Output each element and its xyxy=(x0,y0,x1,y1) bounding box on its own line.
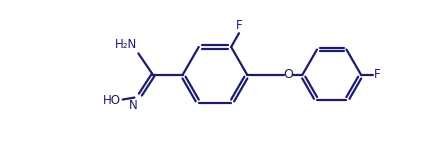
Text: H₂N: H₂N xyxy=(115,38,137,51)
Text: F: F xyxy=(374,69,381,81)
Text: O: O xyxy=(283,69,294,81)
Text: F: F xyxy=(236,19,242,32)
Text: HO: HO xyxy=(103,94,121,107)
Text: N: N xyxy=(129,99,137,112)
